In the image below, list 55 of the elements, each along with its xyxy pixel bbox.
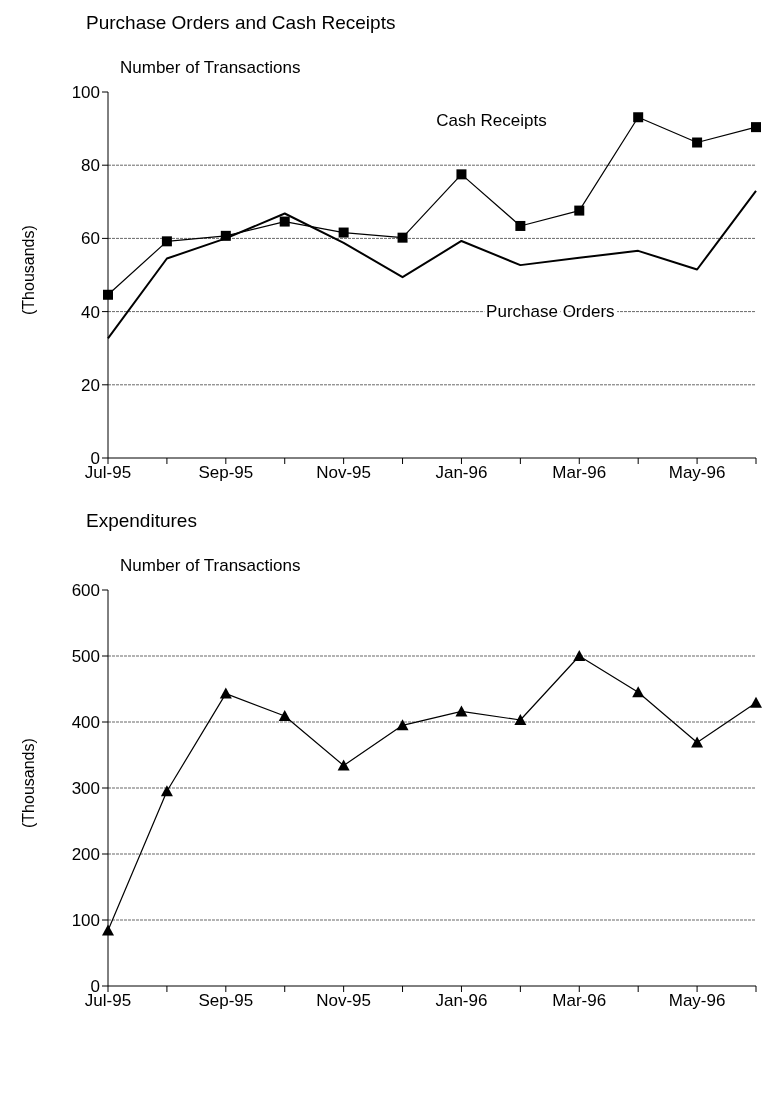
point — [632, 686, 645, 698]
point — [514, 714, 527, 726]
point — [456, 169, 467, 180]
point — [102, 924, 114, 936]
y-axis-title: (Thousands) — [19, 738, 37, 828]
y-tick-label: 300 — [71, 779, 100, 799]
chart-subtitle: Number of Transactions — [120, 556, 302, 576]
point — [103, 289, 113, 300]
text: Purchase Orders — [486, 302, 615, 322]
point — [691, 736, 704, 748]
point — [751, 122, 761, 133]
x-tick-label: Sep-95 — [198, 991, 254, 1011]
y-tick-label: 600 — [71, 581, 100, 601]
point — [220, 230, 231, 241]
y-tick-label: 400 — [71, 713, 100, 733]
x-tick-label: Jul-95 — [84, 991, 132, 1011]
y-axis-title: (Thousands) — [19, 225, 37, 315]
x-tick-label: Nov-95 — [316, 463, 372, 483]
text: Cash Receipts — [436, 111, 547, 131]
x-tick-label: May-96 — [668, 463, 726, 483]
point — [397, 232, 408, 243]
point — [396, 719, 409, 731]
y-tick-label: 500 — [71, 647, 100, 667]
x-tick-label: Jul-95 — [84, 463, 132, 483]
point — [160, 785, 173, 797]
point — [750, 696, 762, 708]
chart-title: Expenditures — [86, 510, 198, 532]
x-tick-label: May-96 — [668, 991, 726, 1011]
chart-title: Purchase Orders and Cash Receipts — [86, 12, 397, 34]
y-tick-label: 200 — [71, 845, 100, 865]
y-tick-label: 20 — [81, 375, 100, 395]
y-tick-label: 40 — [81, 302, 100, 322]
y-tick-label: 100 — [71, 911, 100, 931]
point — [279, 216, 290, 227]
point — [338, 227, 349, 238]
point — [219, 687, 232, 699]
point — [692, 137, 703, 148]
y-tick-label: 100 — [71, 83, 100, 103]
x-tick-label: Sep-95 — [198, 463, 254, 483]
point — [573, 650, 586, 661]
point — [278, 710, 291, 722]
y-tick-label: 60 — [81, 229, 100, 249]
point — [574, 205, 585, 216]
point — [633, 112, 644, 123]
point — [455, 705, 468, 717]
point — [515, 220, 526, 231]
x-tick-label: Nov-95 — [316, 991, 372, 1011]
x-tick-label: Jan-96 — [435, 991, 488, 1011]
point — [161, 236, 172, 247]
y-tick-label: 80 — [81, 156, 100, 176]
x-tick-label: Mar-96 — [552, 991, 607, 1011]
x-tick-label: Jan-96 — [435, 463, 488, 483]
chart-subtitle: Number of Transactions — [120, 58, 302, 78]
point — [337, 759, 350, 771]
x-tick-label: Mar-96 — [552, 463, 607, 483]
